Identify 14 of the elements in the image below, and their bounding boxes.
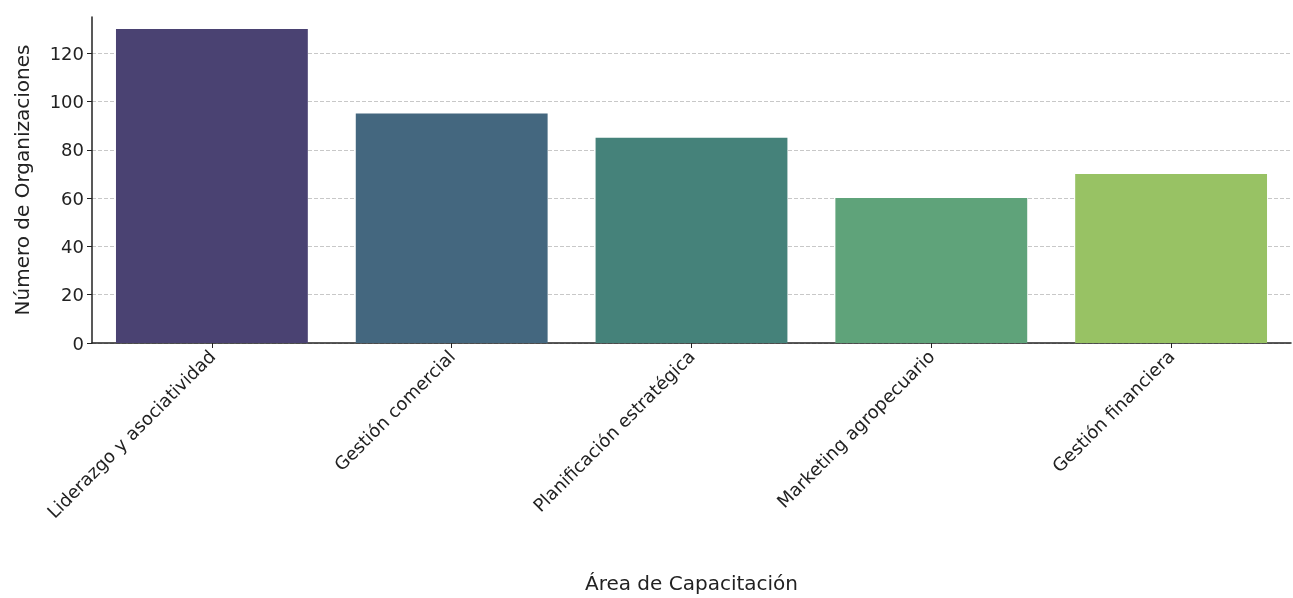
x-axis-title: Área de Capacitación — [584, 571, 799, 595]
y-tick-label: 40 — [61, 235, 84, 257]
y-tick-label: 120 — [49, 42, 84, 64]
bar — [1075, 173, 1268, 343]
bar — [595, 137, 788, 343]
bar — [835, 198, 1028, 343]
y-tick-label: 0 — [72, 332, 84, 354]
bar — [355, 113, 548, 343]
y-tick-label: 100 — [49, 91, 84, 113]
y-tick-label: 60 — [61, 187, 84, 209]
y-tick-label: 20 — [61, 284, 84, 306]
y-axis-title: Número de Organizaciones — [10, 44, 34, 316]
y-tick-label: 80 — [61, 139, 84, 161]
bar — [115, 29, 308, 343]
